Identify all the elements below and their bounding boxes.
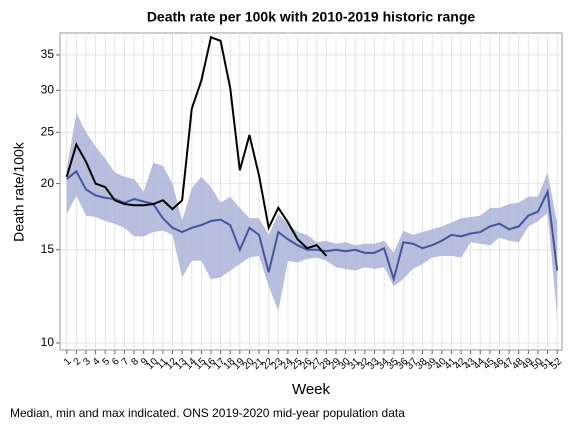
series-line: [66, 169, 559, 283]
y-axis-label: Death rate/100k: [11, 141, 27, 242]
x-tick-label: 52: [549, 356, 565, 372]
y-tick-label: 35: [41, 47, 55, 61]
footnote: Median, min and max indicated. ONS 2019-…: [10, 406, 405, 420]
y-tick-label: 30: [41, 83, 55, 97]
y-tick-label: 15: [41, 242, 55, 256]
y-tick-label: 20: [41, 176, 55, 190]
series-line: [65, 35, 328, 257]
range-band: [66, 112, 558, 317]
chart-title: Death rate per 100k with 2010-2019 histo…: [147, 9, 476, 25]
y-tick-label: 10: [41, 335, 55, 349]
y-tick-label: 25: [41, 124, 55, 138]
x-axis-label: Week: [292, 381, 331, 398]
